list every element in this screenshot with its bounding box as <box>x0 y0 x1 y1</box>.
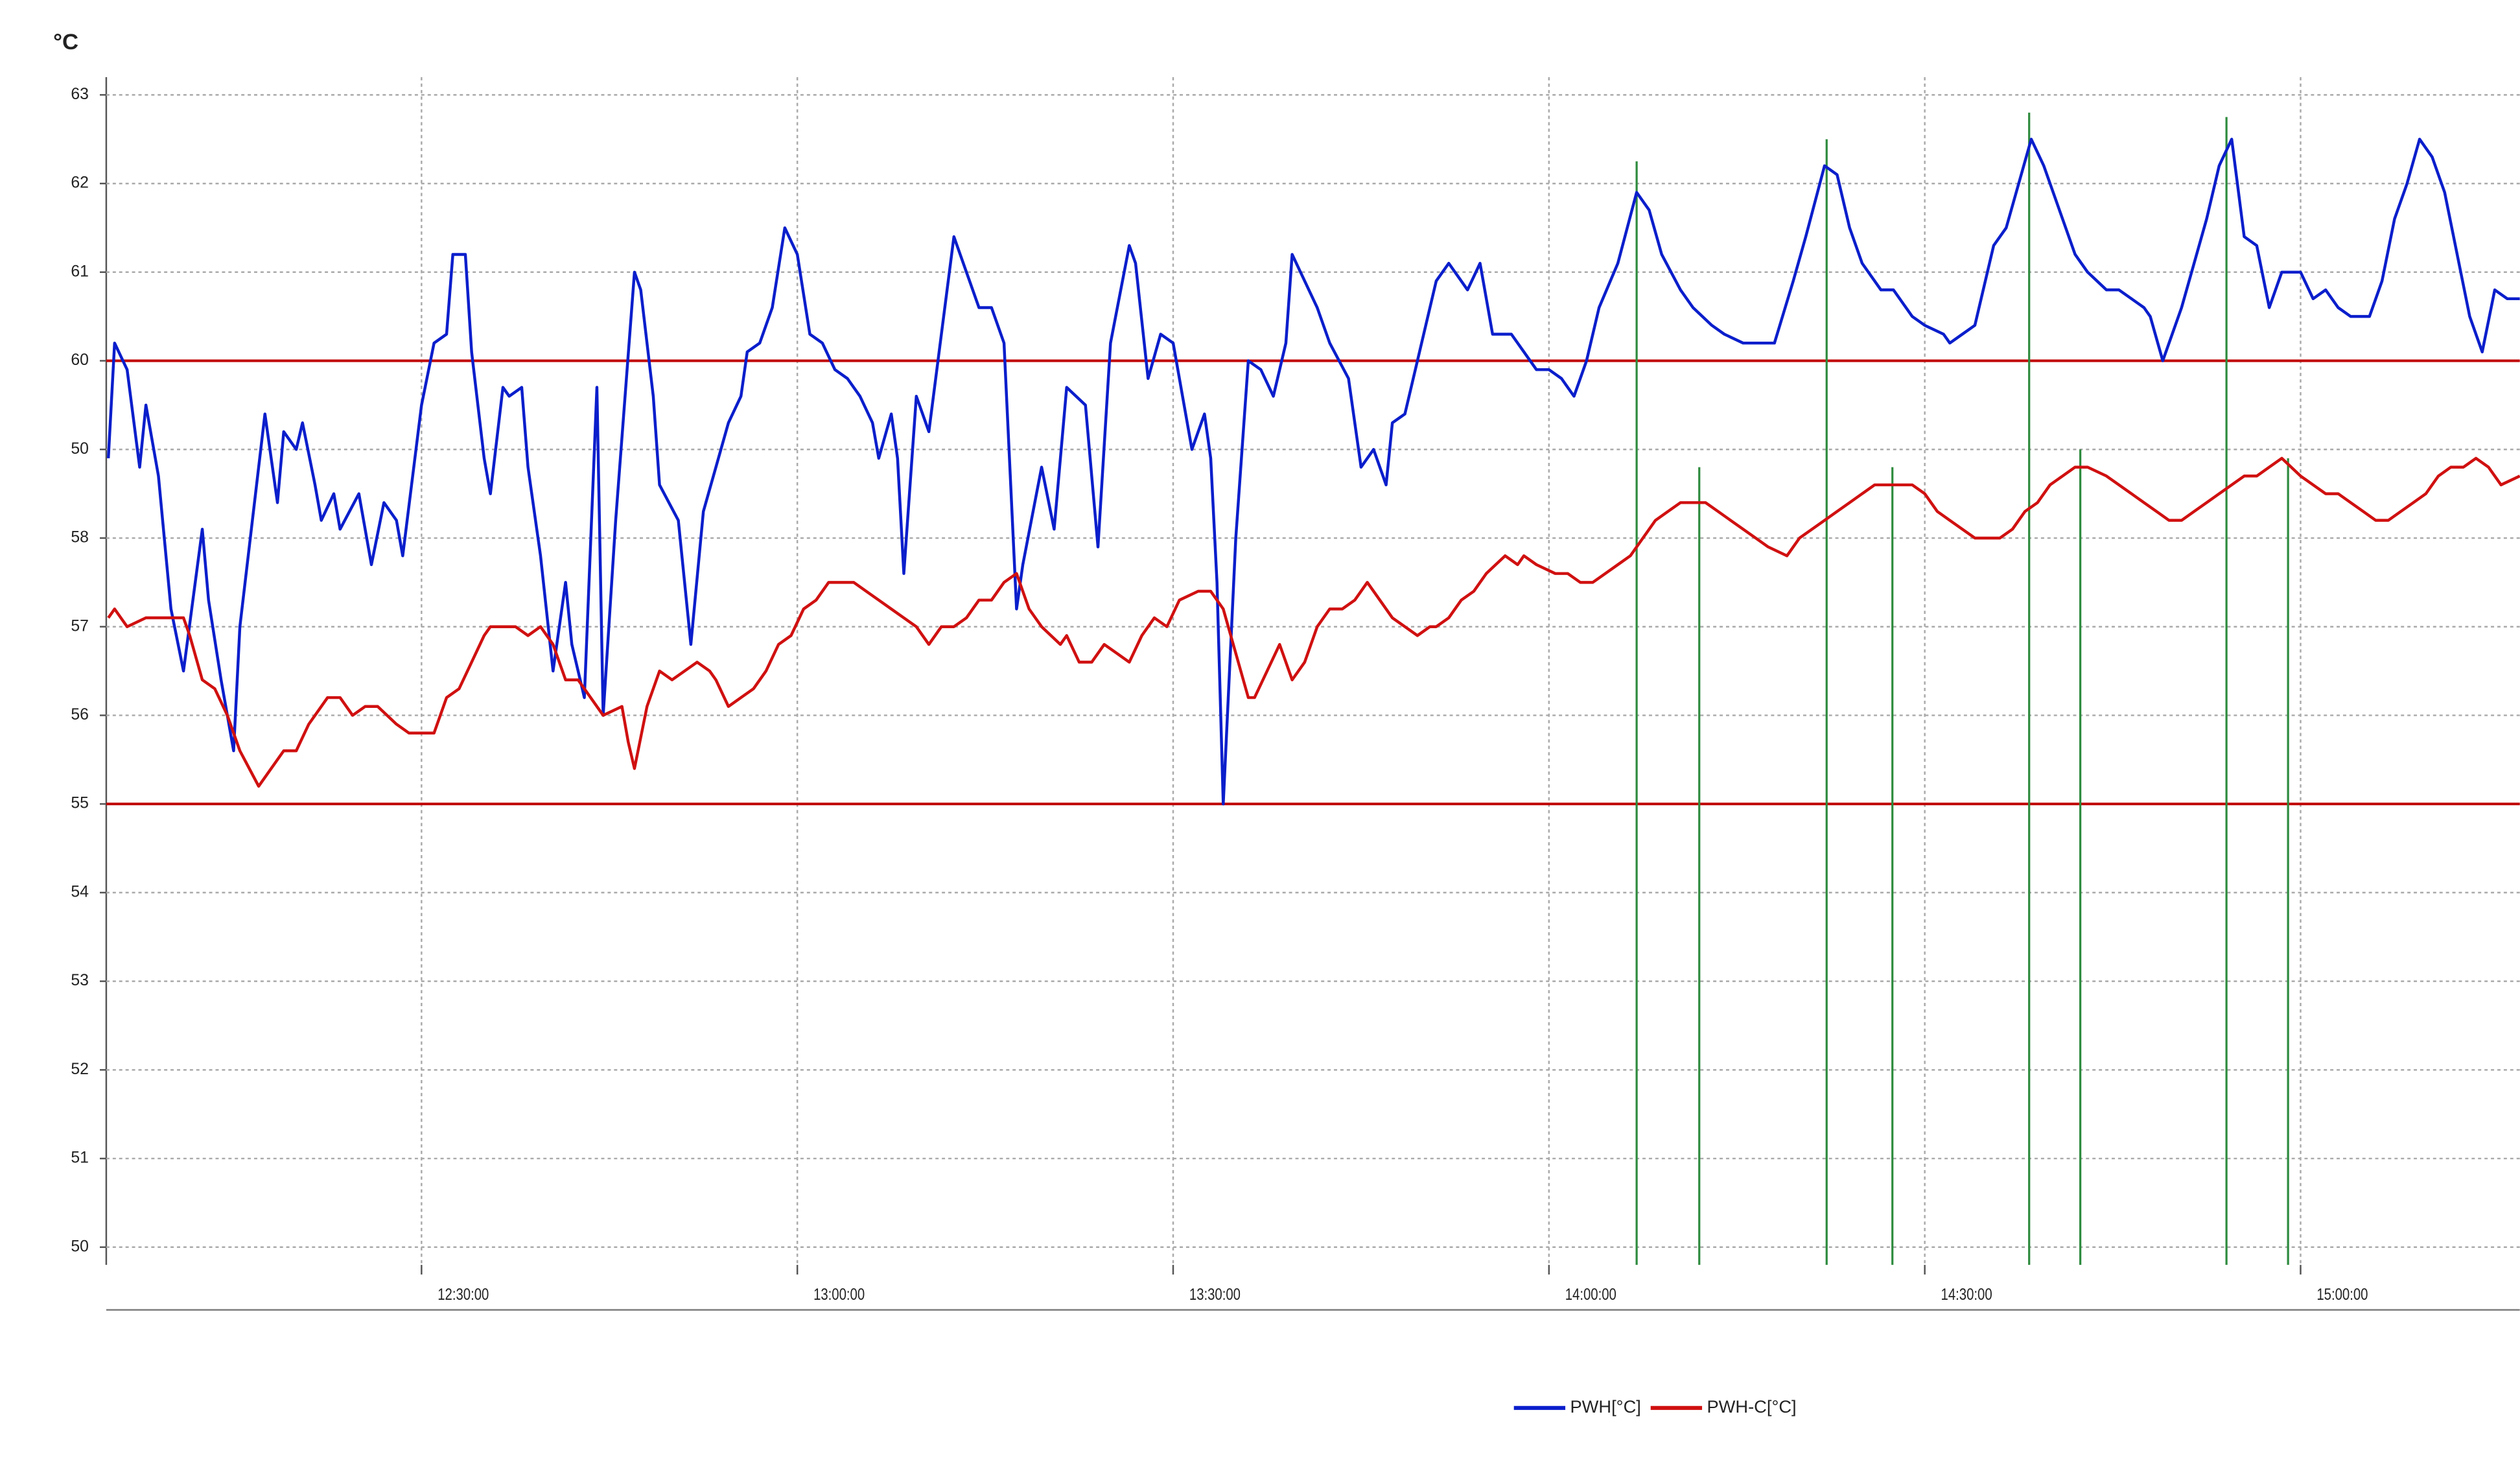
y-axis-label: °C <box>53 30 78 54</box>
y-tick-label: 50 <box>71 1238 89 1255</box>
y-tick-label: 56 <box>71 706 89 723</box>
x-tick-label: 14:30:00 <box>1941 1285 1992 1303</box>
y-tick-label: 62 <box>71 174 89 192</box>
series-line <box>106 137 2520 806</box>
y-tick-label: 61 <box>71 263 89 280</box>
y-tick-label: 54 <box>71 883 89 900</box>
series-line <box>107 456 2520 788</box>
y-tick-label: 55 <box>71 795 89 812</box>
x-tick-label: 15:00:00 <box>2316 1285 2368 1303</box>
y-tick-label: 60 <box>71 351 89 369</box>
legend-label: PWH-C[°C] <box>1707 1396 1796 1416</box>
y-tick-label: 51 <box>71 1149 89 1167</box>
x-tick-label: 12:30:00 <box>438 1285 489 1303</box>
x-tick-label: 13:30:00 <box>1189 1285 1241 1303</box>
y-tick-label: 53 <box>71 972 89 989</box>
y-tick-label: 52 <box>71 1061 89 1078</box>
y-tick-label: 58 <box>71 529 89 546</box>
y-tick-label: 57 <box>71 617 89 635</box>
y-tick-label: 50 <box>71 440 89 458</box>
legend-label: PWH[°C] <box>1570 1396 1640 1416</box>
x-tick-label: 14:00:00 <box>1565 1285 1616 1303</box>
x-tick-label: 13:00:00 <box>813 1285 865 1303</box>
y-tick-label: 63 <box>71 86 89 103</box>
